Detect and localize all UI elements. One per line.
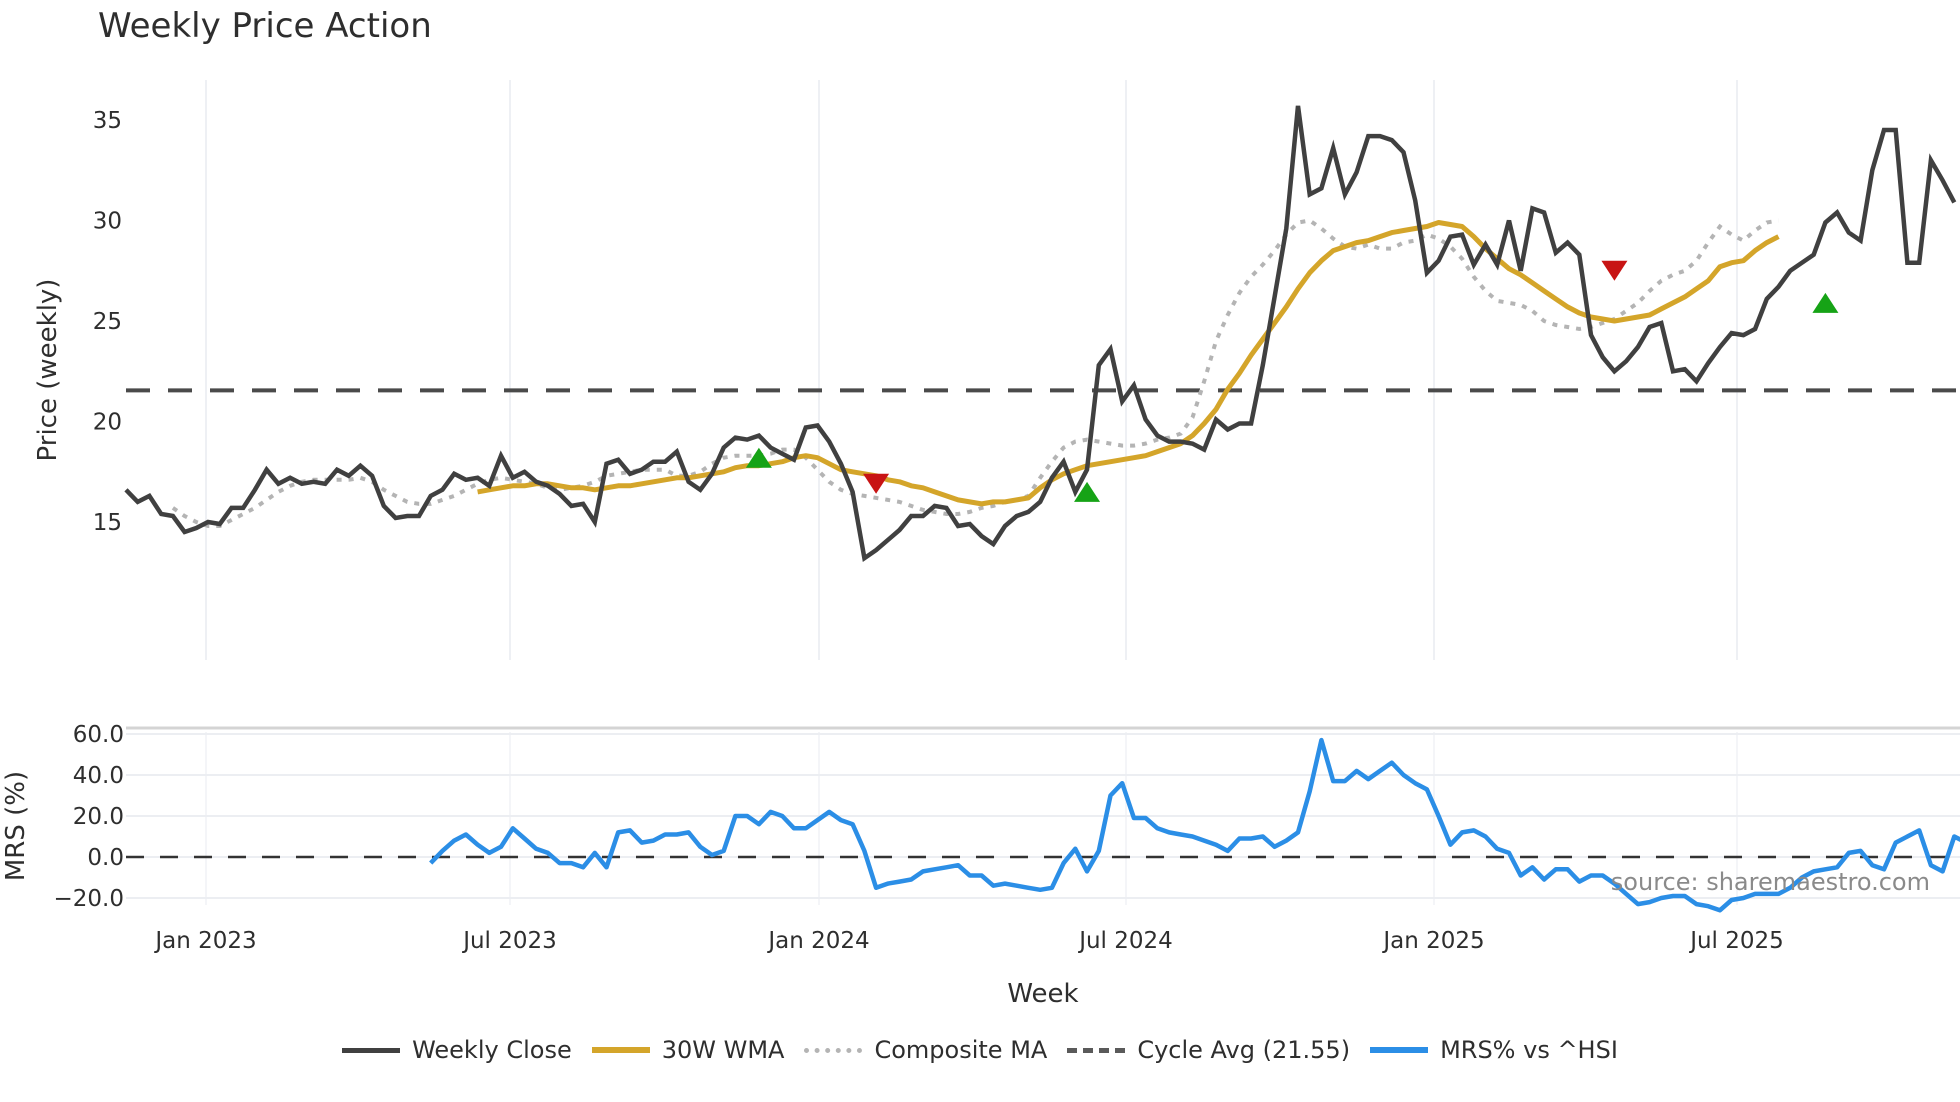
composite-ma-swatch-icon (804, 1048, 862, 1053)
x-tick-label: Jul 2024 (1077, 928, 1173, 954)
x-tick-label: Jan 2025 (1381, 928, 1484, 954)
y-tick-label: 25 (93, 309, 122, 335)
x-tick-label: Jul 2025 (1688, 928, 1784, 954)
price-y-axis: 15 20 25 30 35 (93, 108, 122, 536)
y-tick-label: 20.0 (73, 804, 124, 830)
y-tick-label: 0.0 (87, 845, 124, 871)
y-tick-label: 30 (93, 209, 122, 235)
y-tick-label: 40.0 (73, 763, 124, 789)
wma-line (478, 223, 1779, 504)
sell-signal-triangle-icon (863, 474, 889, 494)
x-tick-label: Jan 2023 (153, 928, 256, 954)
y-tick-label: 35 (93, 108, 122, 134)
chart-canvas: 15 20 25 30 35 Price (weekly) −20.0 0.0 20.0 40… (0, 0, 1960, 1102)
price-panel-grid (206, 80, 1737, 660)
wma-swatch-icon (592, 1047, 650, 1053)
composite-ma-line (173, 221, 1779, 527)
x-axis-title: Week (1007, 979, 1078, 1009)
legend-item-wma[interactable]: 30W WMA (592, 1036, 785, 1064)
cycle-avg-swatch-icon (1067, 1048, 1125, 1053)
x-axis: Jan 2023 Jul 2023 Jan 2024 Jul 2024 Jan 2025… (153, 928, 1783, 954)
legend-item-composite-ma[interactable]: Composite MA (804, 1036, 1047, 1064)
weekly-close-swatch-icon (342, 1048, 400, 1053)
y-tick-label: 60.0 (73, 722, 124, 748)
legend: Weekly Close 30W WMA Composite MA Cycle … (0, 1036, 1960, 1064)
sell-signal-triangle-icon (1601, 261, 1627, 281)
mrs-swatch-icon (1370, 1047, 1428, 1053)
legend-item-mrs[interactable]: MRS% vs ^HSI (1370, 1036, 1618, 1064)
y-tick-label: −20.0 (54, 886, 124, 912)
buy-signal-triangle-icon (1812, 293, 1838, 313)
x-tick-label: Jul 2023 (461, 928, 557, 954)
mrs-y-axis-title: MRS (%) (1, 771, 31, 881)
price-y-axis-title: Price (weekly) (33, 279, 63, 462)
x-tick-label: Jan 2024 (766, 928, 869, 954)
mrs-y-axis: −20.0 0.0 20.0 40.0 60.0 (54, 722, 124, 912)
legend-item-cycle-avg[interactable]: Cycle Avg (21.55) (1067, 1036, 1350, 1064)
legend-item-weekly-close[interactable]: Weekly Close (342, 1036, 572, 1064)
y-tick-label: 20 (93, 410, 122, 436)
y-tick-label: 15 (93, 510, 122, 536)
source-note: source: sharemaestro.com (1611, 868, 1930, 896)
